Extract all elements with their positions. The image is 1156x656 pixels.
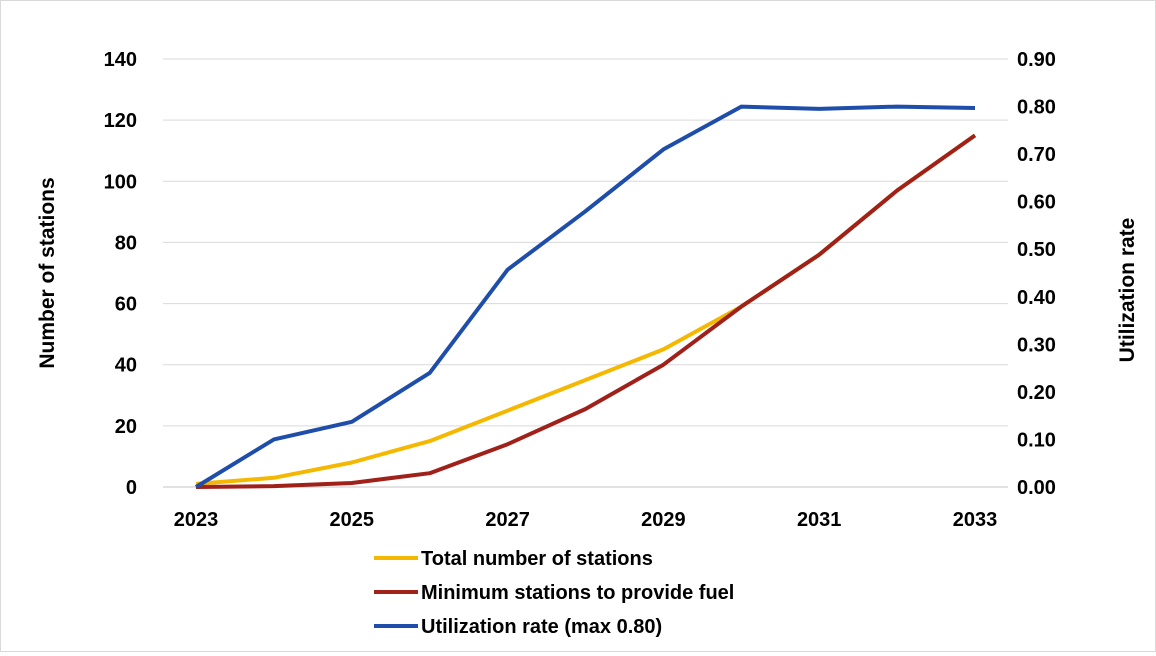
legend-label: Utilization rate (max 0.80) <box>421 616 662 638</box>
y2-tick-label: 0.40 <box>1017 287 1056 309</box>
y-tick-label: 0 <box>126 477 137 499</box>
series-lines <box>194 104 977 489</box>
x-axis-ticks: 2023 2025 2027 2029 2031 2033 <box>174 509 998 531</box>
left-axis-ticks: 0 20 40 60 80 100 120 140 <box>104 49 137 499</box>
y2-tick-label: 0.70 <box>1017 144 1056 166</box>
y-tick-label: 60 <box>115 294 137 316</box>
y2-tick-label: 0.10 <box>1017 429 1056 451</box>
y-tick-label: 100 <box>104 171 137 193</box>
y2-tick-label: 0.90 <box>1017 49 1056 71</box>
y2-tick-label: 0.00 <box>1017 477 1056 499</box>
y2-tick-label: 0.50 <box>1017 239 1056 261</box>
y2-axis-title: Utilization rate <box>1116 218 1139 363</box>
x-tick-label: 2031 <box>797 509 842 531</box>
legend-label: Total number of stations <box>421 548 653 570</box>
gridlines <box>163 58 1008 427</box>
y-tick-label: 120 <box>104 110 137 132</box>
legend-label: Minimum stations to provide fuel <box>421 582 734 604</box>
y-tick-label: 140 <box>104 49 137 71</box>
y2-tick-label: 0.20 <box>1017 382 1056 404</box>
legend: Total number of stations Minimum stations… <box>374 548 734 638</box>
y-tick-label: 40 <box>115 355 137 377</box>
series-line <box>195 133 977 489</box>
y-tick-label: 80 <box>115 232 137 254</box>
y2-tick-label: 0.80 <box>1017 97 1056 119</box>
x-tick-label: 2033 <box>953 509 998 531</box>
y-tick-label: 20 <box>115 416 137 438</box>
x-tick-label: 2023 <box>174 509 219 531</box>
right-axis-ticks: 0.00 0.10 0.20 0.30 0.40 0.50 0.60 0.70 0.80 0.90 <box>1017 49 1056 499</box>
x-tick-label: 2029 <box>641 509 686 531</box>
y-axis-title: Number of stations <box>36 177 59 368</box>
x-tick-label: 2027 <box>485 509 530 531</box>
y2-tick-label: 0.30 <box>1017 334 1056 356</box>
series-line <box>194 104 976 489</box>
y2-tick-label: 0.60 <box>1017 192 1056 214</box>
x-tick-label: 2025 <box>330 509 375 531</box>
